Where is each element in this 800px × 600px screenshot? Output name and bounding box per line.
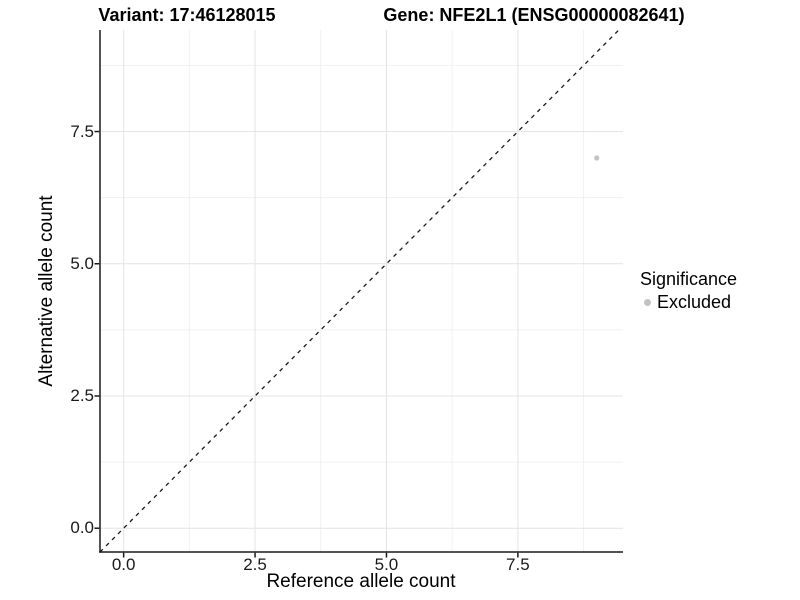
x-tick-label: 2.5 [243, 555, 267, 574]
y-tick-label: 2.5 [70, 385, 94, 405]
identity-line [99, 29, 620, 553]
variant-title: Variant: 17:46128015 [98, 5, 276, 25]
y-tick-label: 0.0 [70, 518, 94, 538]
x-axis-title: Reference allele count [266, 571, 456, 592]
gene-title: Gene: NFE2L1 (ENSG00000082641) [383, 5, 685, 25]
x-tick-label: 5.0 [374, 555, 399, 574]
x-tick-label: 7.5 [506, 555, 530, 574]
legend-title: Significance [640, 269, 738, 289]
legend: Significance Excluded [640, 270, 737, 312]
data-point [594, 155, 600, 161]
legend-item-label: Excluded [657, 292, 732, 312]
y-axis-title: Alternative allele count [36, 195, 57, 387]
x-tick-label: 0.0 [111, 555, 136, 574]
y-tick-label: 5.0 [70, 253, 94, 273]
y-tick-label: 7.5 [70, 121, 94, 141]
excluded-point-icon [644, 299, 651, 306]
legend-item-excluded: Excluded [640, 293, 737, 312]
